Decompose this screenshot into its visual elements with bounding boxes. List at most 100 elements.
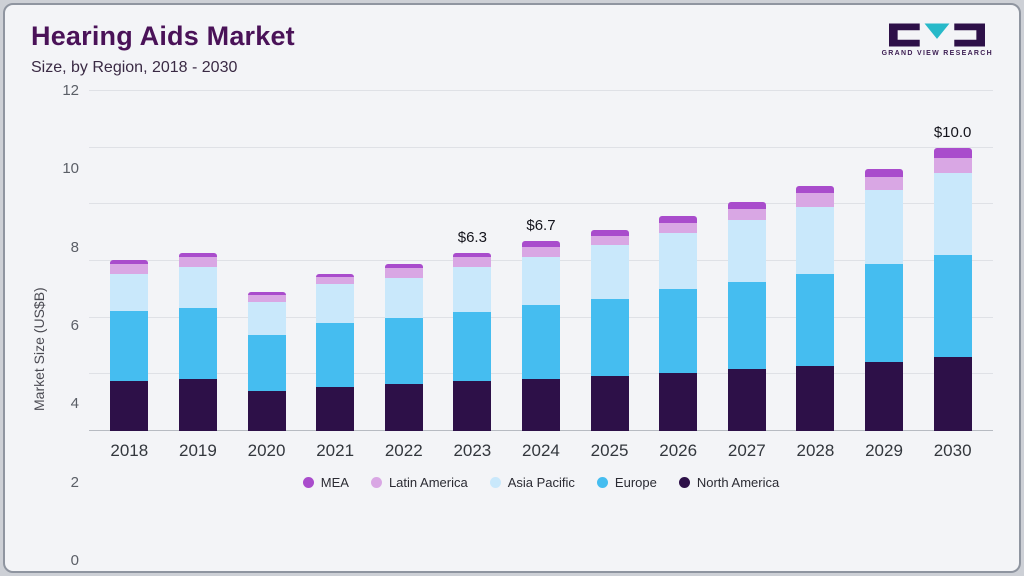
segment-north-america [590,375,629,431]
segment-mea [933,147,972,158]
segment-europe [521,304,560,379]
segment-north-america [178,378,217,431]
x-tick-label-2023: 2023 [453,441,492,460]
x-tick-label-2027: 2027 [727,441,766,460]
segment-europe [590,299,629,376]
y-tick-label: 0 [70,552,79,569]
segment-asia-pacific [247,302,286,335]
stacked-bar-2022 [384,263,423,431]
segment-europe [384,317,423,385]
segment-europe [933,255,972,358]
plot-area: $6.3 $6.7 $10.0 2018 2019 2020 2021 2022 2023 20… [89,90,993,561]
segment-asia-pacific [796,207,835,274]
legend-label: Latin America [388,475,468,490]
gvr-logo: GRAND VIEW RESEARCH [882,23,993,57]
x-tick-label-2029: 2029 [865,441,903,460]
header-titles: Hearing Aids Market Size, by Region, 201… [31,21,295,77]
legend-item-mea: MEA [302,475,349,490]
segment-mea [521,241,560,247]
segment-north-america [110,381,149,431]
segment-europe [178,307,217,379]
segment-mea [659,215,698,223]
segment-mea [865,168,903,178]
legend-label: North America [696,475,780,490]
segment-europe [659,289,698,373]
segment-latin-america [933,157,972,174]
bar-group-2022 [369,91,438,431]
segment-asia-pacific [316,283,355,324]
value-annotation-2030: $10.0 [933,123,972,141]
gvr-logo-icon [889,23,986,47]
y-tick-label: 8 [70,238,79,256]
legend-item-latin-america: Latin America [370,475,468,490]
segment-latin-america [659,222,698,233]
chart-card: Hearing Aids Market Size, by Region, 201… [3,3,1021,573]
stacked-bar-2018 [110,259,149,431]
bar-group-2018 [95,91,164,431]
stacked-bar-2026 [659,215,698,431]
bar-group-2026 [644,91,713,431]
bar-group-2027 [712,91,781,431]
segment-mea [727,201,766,209]
segment-europe [727,282,766,369]
segment-latin-america [178,256,217,267]
x-tick-label-2026: 2026 [659,441,698,460]
segment-latin-america [110,263,149,274]
legend-dot [678,477,690,488]
legend-item-north-america: North America [678,475,780,490]
x-labels: 2018 2019 2020 2021 2022 2023 2024 2025 2026 2027… [89,441,993,461]
segment-mea [384,263,423,269]
segment-north-america [316,387,355,431]
value-annotation-2023: $6.3 [457,228,487,246]
stacked-bar-2027 [727,201,766,432]
legend-dot [596,477,608,488]
bar-group-2019 [164,91,233,431]
segment-north-america [453,381,492,431]
stacked-bar-2021 [316,273,355,431]
segment-north-america [933,357,972,431]
bar-group-2028 [781,91,850,431]
segment-mea [796,185,835,193]
segment-latin-america [384,268,423,278]
legend: MEA Latin America Asia Pacific Europe North … [89,461,993,496]
segment-north-america [865,361,903,431]
y-axis: 0 2 4 6 8 10 12 [53,82,89,569]
segment-mea [590,229,629,236]
segment-mea [316,273,355,277]
segment-asia-pacific [933,173,972,256]
x-tick-label-2020: 2020 [247,441,286,460]
x-tick-label-2018: 2018 [110,441,149,460]
segment-asia-pacific [727,219,766,283]
segment-asia-pacific [178,266,217,308]
x-tick-label-2022: 2022 [384,441,423,460]
bar-group-2025 [575,91,644,431]
segment-europe [796,273,835,366]
bar-group-2023: $6.3 [438,91,507,431]
segment-europe [316,323,355,388]
stacked-bar-2029 [865,168,903,431]
bar-group-2024: $6.7 [507,91,576,431]
x-tick-label-2019: 2019 [179,441,217,460]
stacked-bar-2025 [590,229,629,431]
page-title: Hearing Aids Market [31,21,295,51]
segment-europe [865,263,903,362]
segment-mea [453,252,492,257]
page-subtitle: Size, by Region, 2018 - 2030 [31,59,238,76]
gridline [89,90,993,91]
legend-label: MEA [320,475,349,490]
stacked-bar-2028 [796,185,835,431]
x-tick-label-2030: 2030 [933,441,972,460]
segment-asia-pacific [521,256,560,305]
segment-latin-america [590,235,629,246]
segment-north-america [521,378,560,431]
plot: $6.3 $6.7 $10.0 [89,90,993,431]
segment-asia-pacific [590,245,629,300]
segment-north-america [247,391,286,431]
value-annotation-2024: $6.7 [526,217,556,235]
legend-dot [302,477,314,488]
bar-group-2021 [301,91,370,431]
segment-europe [247,334,286,392]
segment-latin-america [521,246,560,257]
segment-north-america [796,365,835,431]
segment-mea [178,252,217,257]
